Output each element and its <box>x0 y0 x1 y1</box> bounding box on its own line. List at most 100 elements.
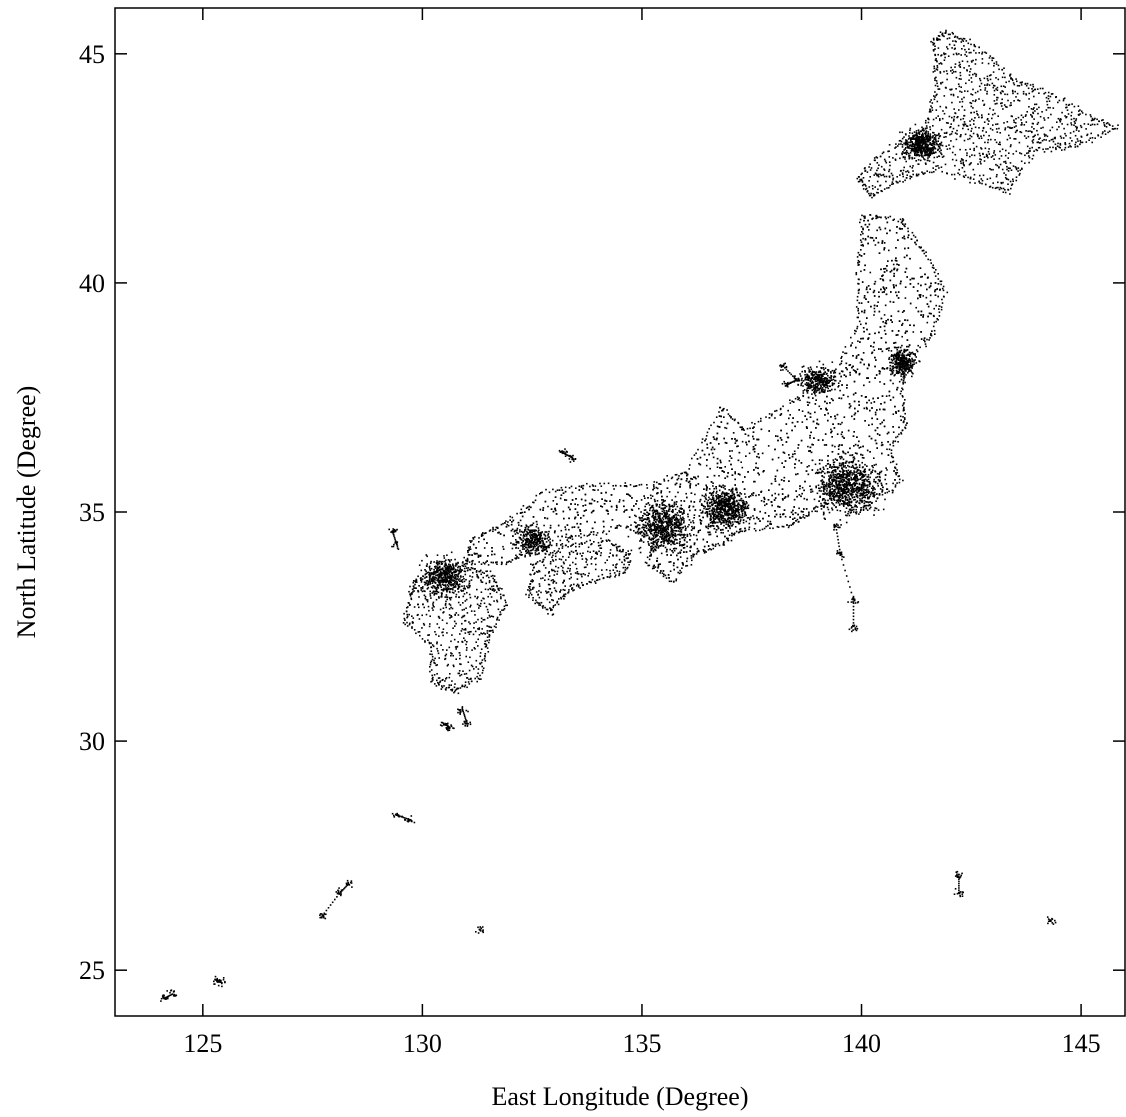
data-point <box>770 414 773 417</box>
data-point <box>886 232 888 235</box>
data-point <box>1060 137 1063 139</box>
data-point <box>511 516 514 519</box>
data-point <box>757 467 759 469</box>
data-point <box>1012 92 1014 95</box>
data-point <box>1033 95 1035 98</box>
data-point <box>578 584 580 587</box>
data-point <box>1002 90 1004 93</box>
data-point <box>620 550 622 553</box>
data-point <box>997 64 1000 67</box>
data-point <box>890 172 893 175</box>
data-point <box>507 524 510 527</box>
data-point <box>865 288 868 291</box>
data-point <box>876 215 878 218</box>
data-point <box>512 535 514 537</box>
data-point <box>542 507 545 509</box>
data-point <box>857 180 860 183</box>
data-point <box>1063 148 1066 151</box>
data-point <box>782 513 785 515</box>
data-point <box>1061 123 1063 125</box>
data-point <box>910 176 913 178</box>
data-point <box>847 504 849 506</box>
data-point <box>786 524 788 526</box>
data-point <box>917 297 919 300</box>
data-point <box>989 78 992 81</box>
data-point <box>1043 117 1045 119</box>
data-point <box>912 173 914 176</box>
data-point <box>1005 174 1007 176</box>
data-point <box>486 542 488 544</box>
data-point <box>541 561 544 563</box>
data-point <box>617 545 619 548</box>
data-point <box>672 542 674 544</box>
data-point <box>540 577 542 580</box>
data-point <box>941 81 944 84</box>
data-point <box>703 552 706 554</box>
data-point <box>1034 134 1036 137</box>
data-point <box>775 409 778 412</box>
data-point <box>969 176 972 179</box>
data-point <box>615 554 618 556</box>
data-point <box>893 286 895 288</box>
data-point <box>840 357 842 359</box>
data-point <box>877 397 879 399</box>
data-point <box>878 434 881 436</box>
data-point <box>760 428 763 431</box>
data-point <box>744 476 746 478</box>
data-point <box>550 544 553 547</box>
data-point <box>896 176 898 178</box>
data-point <box>954 178 956 180</box>
data-point <box>731 450 733 452</box>
data-point <box>899 174 901 176</box>
data-point <box>895 247 897 249</box>
data-point <box>808 450 810 452</box>
data-point <box>723 544 725 546</box>
data-point <box>991 129 994 131</box>
data-point <box>975 58 977 61</box>
data-point <box>951 69 954 71</box>
data-point <box>705 438 707 440</box>
data-point <box>1032 108 1034 111</box>
data-point <box>772 527 774 530</box>
data-point <box>864 169 867 172</box>
data-point <box>970 51 972 54</box>
data-point <box>1019 169 1022 172</box>
data-point <box>1022 116 1024 119</box>
data-point <box>989 107 991 110</box>
data-point <box>970 111 973 114</box>
data-point <box>435 664 437 667</box>
data-point <box>561 547 564 549</box>
data-point <box>797 473 799 475</box>
data-point <box>468 549 470 552</box>
data-point <box>1009 193 1011 195</box>
data-point <box>690 557 693 559</box>
data-point <box>948 43 951 46</box>
data-point <box>857 176 860 178</box>
data-point <box>718 544 721 547</box>
data-point <box>987 156 989 159</box>
data-point <box>971 127 973 130</box>
data-point <box>903 375 905 377</box>
data-point <box>1033 150 1035 152</box>
data-point <box>943 112 946 115</box>
data-point <box>536 601 538 604</box>
data-point <box>863 330 865 333</box>
data-point <box>955 159 958 162</box>
data-point <box>892 431 895 433</box>
data-point <box>814 411 816 414</box>
data-point <box>567 546 569 548</box>
data-point <box>813 508 815 510</box>
data-point <box>902 181 904 183</box>
data-point <box>986 118 989 121</box>
data-point <box>675 578 678 580</box>
data-point <box>704 439 706 442</box>
data-point <box>993 84 995 87</box>
data-point <box>1011 115 1013 118</box>
data-point <box>677 558 679 561</box>
data-point <box>890 291 892 293</box>
data-point <box>1034 88 1036 91</box>
data-point <box>889 443 891 446</box>
data-point <box>656 570 658 572</box>
data-point <box>690 555 693 557</box>
data-point <box>1037 121 1040 124</box>
